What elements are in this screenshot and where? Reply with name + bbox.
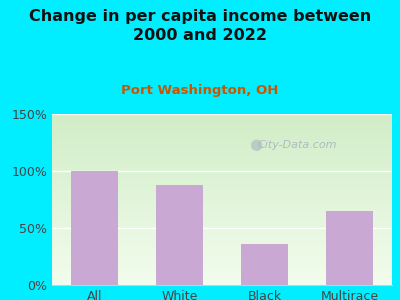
Text: Change in per capita income between
2000 and 2022: Change in per capita income between 2000… bbox=[29, 9, 371, 43]
Text: Port Washington, OH: Port Washington, OH bbox=[121, 84, 279, 97]
Text: ●: ● bbox=[249, 137, 263, 152]
Bar bbox=[156, 185, 203, 285]
Text: City-Data.com: City-Data.com bbox=[257, 140, 336, 150]
Bar bbox=[71, 171, 118, 285]
Bar bbox=[241, 244, 288, 285]
Bar bbox=[326, 211, 373, 285]
